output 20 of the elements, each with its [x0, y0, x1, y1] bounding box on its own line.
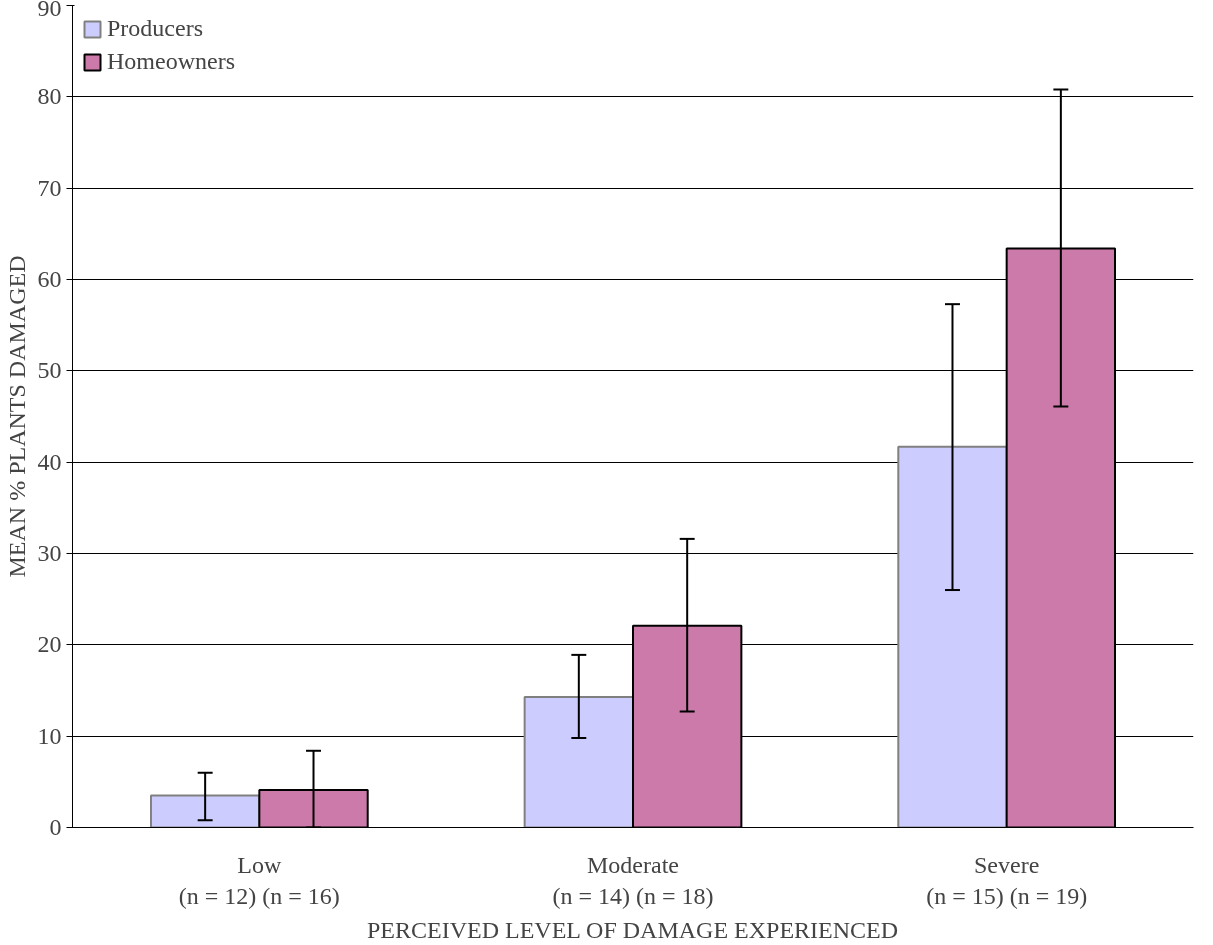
y-tick-label: 30 [37, 540, 62, 566]
x-axis-title: PERCEIVED LEVEL OF DAMAGE EXPERIENCED [367, 916, 899, 943]
y-tick-label: 10 [37, 722, 62, 749]
y-tick-label: 20 [37, 631, 62, 658]
y-tick-label: 40 [37, 448, 62, 475]
y-tick-label: 90 [37, 0, 62, 21]
x-tick-label: Moderate (n = 14) (n = 18) [552, 851, 714, 909]
y-tick-label: 50 [37, 357, 62, 384]
y-tick-label: 60 [37, 266, 62, 292]
y-tick-label: 0 [49, 814, 62, 840]
x-tick-label: Low (n = 12) (n = 16) [178, 851, 340, 909]
bar [523, 695, 634, 828]
legend-label: Producers [107, 15, 203, 42]
bar [149, 794, 261, 828]
bar [897, 445, 1008, 828]
y-tick-label: 80 [37, 83, 62, 110]
y-tick-label: 70 [37, 174, 62, 201]
legend-label: Homeowners [107, 48, 235, 75]
x-tick-label: Severe (n = 15) (n = 19) [926, 851, 1088, 909]
y-axis-title: MEAN % PLANTS DAMAGED [3, 255, 30, 578]
